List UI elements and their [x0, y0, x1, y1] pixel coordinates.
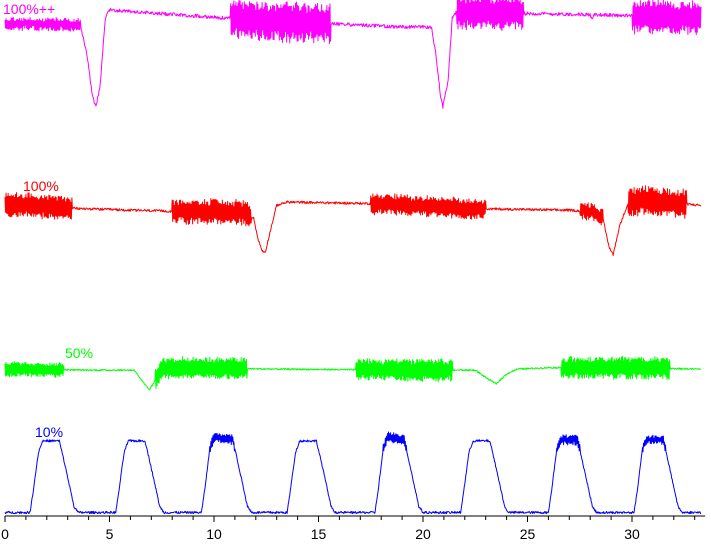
series-label-3: 50% — [65, 345, 93, 361]
series-line-3 — [4, 355, 702, 391]
series-line-4 — [4, 431, 702, 515]
series-label-1: 100%++ — [3, 1, 55, 17]
x-tick-label: 30 — [624, 526, 640, 542]
series-label-2: 100% — [23, 178, 59, 194]
series-label-4: 10% — [35, 424, 63, 440]
x-tick-label: 15 — [311, 526, 327, 542]
traces — [4, 0, 702, 515]
series-line-2 — [4, 185, 702, 256]
x-tick-label: 0 — [1, 526, 9, 542]
series-line-1 — [4, 0, 702, 109]
x-tick-label: 20 — [415, 526, 431, 542]
series-labels: 100%++ 100% 50% 10% — [3, 1, 93, 440]
x-tick-label: 25 — [520, 526, 536, 542]
x-tick-labels: 0 5 10 15 20 25 30 — [1, 526, 640, 542]
x-ticks — [4, 516, 696, 522]
x-tick-label: 5 — [106, 526, 114, 542]
x-tick-label: 10 — [206, 526, 222, 542]
